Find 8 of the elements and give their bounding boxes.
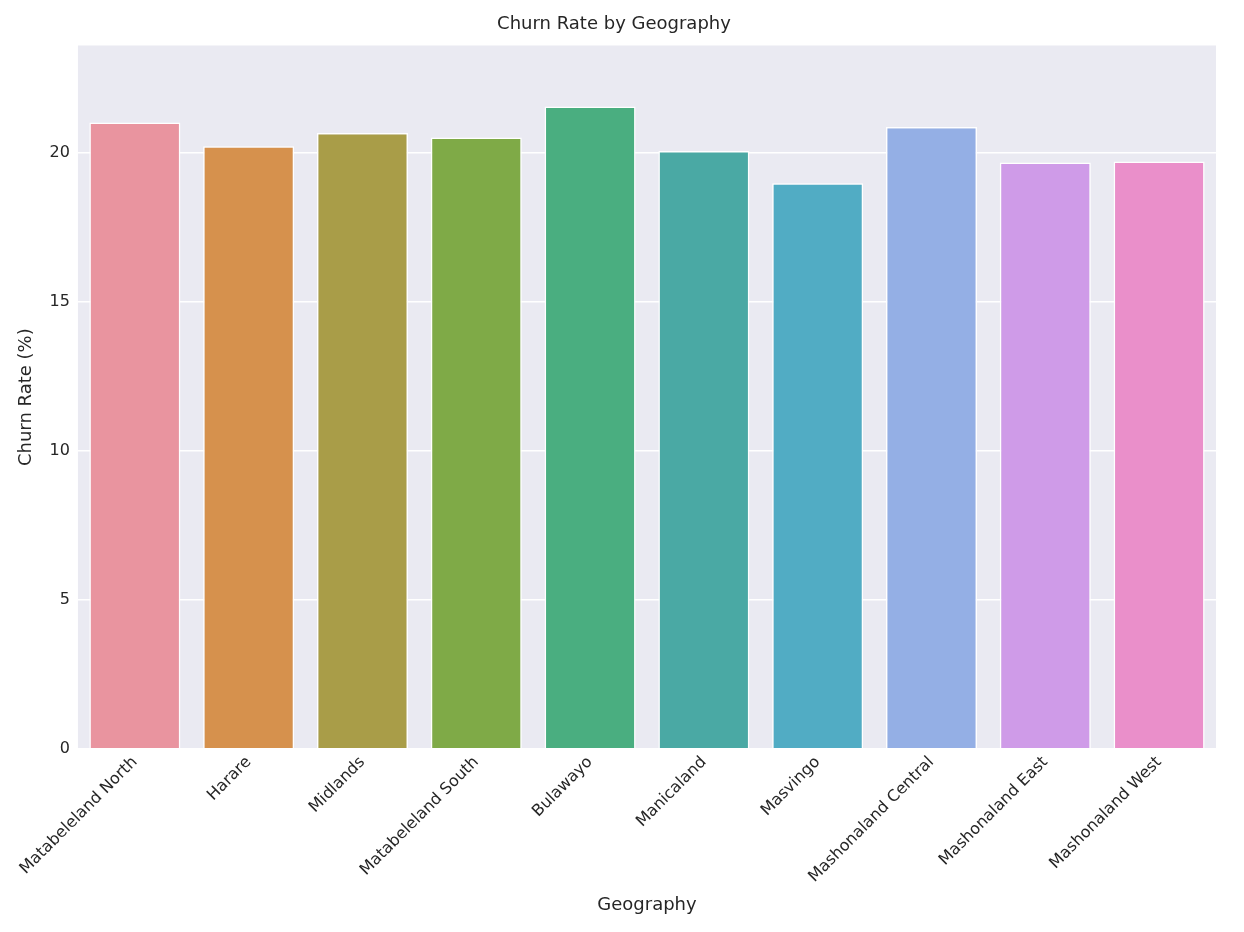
y-axis-title: Churn Rate (%) bbox=[14, 328, 36, 467]
chart-title: Churn Rate by Geography bbox=[497, 12, 732, 34]
y-tick-label: 5 bbox=[59, 588, 70, 608]
x-axis-title: Geography bbox=[597, 892, 698, 914]
y-tick-label: 10 bbox=[49, 440, 70, 459]
y-tick-label: 0 bbox=[59, 737, 70, 757]
y-tick-label: 20 bbox=[49, 142, 70, 162]
y-tick-label: 15 bbox=[49, 291, 70, 311]
